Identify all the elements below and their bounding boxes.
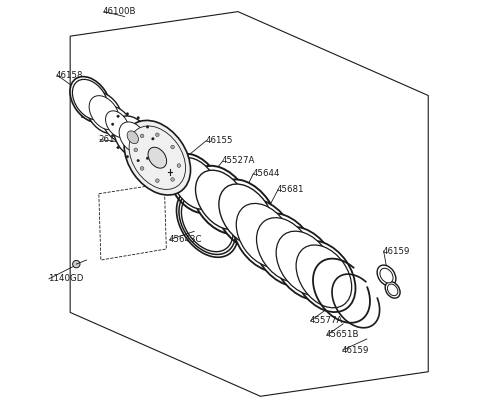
Ellipse shape bbox=[127, 131, 138, 144]
Ellipse shape bbox=[232, 199, 297, 272]
Ellipse shape bbox=[137, 159, 139, 162]
Ellipse shape bbox=[171, 178, 174, 181]
Ellipse shape bbox=[377, 265, 396, 286]
Text: 26112B: 26112B bbox=[99, 135, 132, 144]
Ellipse shape bbox=[215, 179, 277, 250]
Ellipse shape bbox=[140, 166, 144, 170]
Ellipse shape bbox=[296, 245, 352, 308]
Text: 45247A: 45247A bbox=[81, 112, 114, 121]
Ellipse shape bbox=[114, 116, 152, 159]
Ellipse shape bbox=[156, 133, 159, 137]
Ellipse shape bbox=[380, 268, 393, 283]
Text: 46100B: 46100B bbox=[103, 7, 136, 16]
Text: 45527A: 45527A bbox=[222, 157, 255, 166]
Ellipse shape bbox=[146, 126, 149, 128]
Ellipse shape bbox=[195, 170, 248, 229]
Ellipse shape bbox=[219, 184, 274, 246]
Ellipse shape bbox=[126, 112, 129, 115]
Ellipse shape bbox=[134, 148, 138, 152]
Ellipse shape bbox=[276, 231, 333, 295]
Ellipse shape bbox=[252, 213, 317, 286]
Ellipse shape bbox=[171, 145, 174, 149]
Ellipse shape bbox=[387, 284, 398, 296]
Ellipse shape bbox=[102, 106, 133, 142]
Ellipse shape bbox=[106, 111, 129, 138]
Ellipse shape bbox=[236, 204, 293, 267]
Ellipse shape bbox=[119, 122, 146, 152]
Ellipse shape bbox=[168, 154, 221, 213]
Ellipse shape bbox=[117, 115, 120, 117]
Ellipse shape bbox=[89, 96, 119, 130]
Text: 46155: 46155 bbox=[205, 136, 233, 145]
Ellipse shape bbox=[126, 155, 129, 158]
Text: 1140GD: 1140GD bbox=[48, 274, 83, 283]
Ellipse shape bbox=[137, 117, 139, 119]
Text: 46159: 46159 bbox=[383, 246, 410, 255]
Ellipse shape bbox=[86, 92, 122, 133]
Text: 46131: 46131 bbox=[72, 91, 100, 100]
Text: 46158: 46158 bbox=[56, 70, 84, 80]
Ellipse shape bbox=[124, 120, 191, 195]
Ellipse shape bbox=[140, 134, 144, 138]
Ellipse shape bbox=[117, 146, 119, 149]
Text: 45643C: 45643C bbox=[168, 235, 202, 244]
Ellipse shape bbox=[146, 157, 149, 159]
Ellipse shape bbox=[256, 218, 313, 282]
Text: 46159: 46159 bbox=[341, 346, 369, 355]
Ellipse shape bbox=[152, 149, 154, 152]
Ellipse shape bbox=[152, 138, 154, 140]
Ellipse shape bbox=[272, 227, 337, 300]
Ellipse shape bbox=[192, 166, 252, 234]
Ellipse shape bbox=[111, 134, 114, 137]
Ellipse shape bbox=[70, 77, 110, 123]
Ellipse shape bbox=[129, 126, 186, 190]
Text: 45577A: 45577A bbox=[310, 316, 343, 325]
Text: 45651B: 45651B bbox=[326, 330, 360, 339]
Ellipse shape bbox=[72, 260, 80, 268]
Ellipse shape bbox=[385, 282, 400, 298]
Ellipse shape bbox=[172, 158, 218, 209]
Ellipse shape bbox=[156, 179, 159, 183]
Ellipse shape bbox=[72, 80, 108, 120]
Ellipse shape bbox=[292, 241, 356, 312]
Text: 45644: 45644 bbox=[252, 169, 280, 178]
Text: 45681: 45681 bbox=[277, 185, 304, 194]
Ellipse shape bbox=[111, 123, 114, 125]
Ellipse shape bbox=[148, 147, 167, 168]
Ellipse shape bbox=[177, 164, 181, 167]
